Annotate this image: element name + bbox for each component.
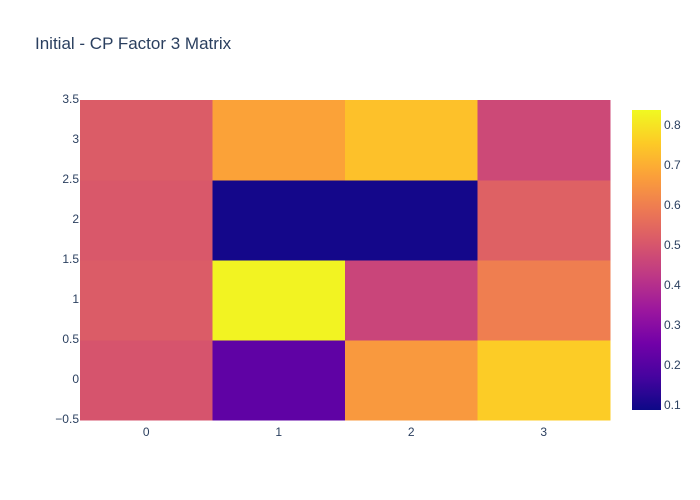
- heatmap-cell-1-2: [345, 260, 478, 341]
- heatmap-cell-3-1: [212, 100, 346, 181]
- y-tick-label: 0: [72, 372, 79, 386]
- y-tick-label: 0.5: [62, 332, 79, 346]
- y-tick-label: 1.5: [62, 252, 79, 266]
- colorbar-ticks: 0.1 0.2 0.3 0.4 0.5 0.6 0.7 0.8: [664, 118, 681, 412]
- heatmap-cell-3-0: [80, 100, 213, 181]
- colorbar-tick-label: 0.6: [664, 198, 681, 212]
- heatmap-cell-3-2: [345, 100, 478, 181]
- heatmap-cell-2-2: [345, 180, 478, 261]
- heatmap-cells: [80, 100, 611, 421]
- y-tick-label: 3: [72, 132, 79, 146]
- colorbar: [632, 110, 661, 410]
- chart-title: Initial - CP Factor 3 Matrix: [35, 34, 232, 53]
- y-tick-label: 2: [72, 212, 79, 226]
- x-tick-label: 2: [408, 425, 415, 439]
- colorbar-tick-label: 0.7: [664, 158, 681, 172]
- heatmap-cell-1-1: [212, 260, 346, 341]
- heatmap-cell-2-0: [80, 180, 213, 261]
- heatmap-cell-0-1: [212, 340, 346, 421]
- x-tick-label: 3: [540, 425, 547, 439]
- y-axis-ticks: −0.5 0 0.5 1 1.5 2 2.5 3 3.5: [55, 92, 79, 426]
- y-tick-label: 2.5: [62, 172, 79, 186]
- heatmap-cell-0-0: [80, 340, 213, 421]
- heatmap-cell-2-3: [477, 180, 611, 261]
- heatmap-cell-1-0: [80, 260, 213, 341]
- x-tick-label: 1: [275, 425, 282, 439]
- colorbar-tick-label: 0.8: [664, 118, 681, 132]
- heatmap-cell-1-3: [477, 260, 611, 341]
- colorbar-tick-label: 0.4: [664, 278, 681, 292]
- heatmap-cell-2-1: [212, 180, 346, 261]
- y-tick-label: 1: [72, 292, 79, 306]
- heatmap-cell-3-3: [477, 100, 611, 181]
- x-axis-ticks: 0 1 2 3: [143, 425, 548, 439]
- colorbar-tick-label: 0.3: [664, 318, 681, 332]
- heatmap-cell-0-3: [477, 340, 611, 421]
- colorbar-tick-label: 0.5: [664, 238, 681, 252]
- colorbar-tick-label: 0.2: [664, 358, 681, 372]
- x-tick-label: 0: [143, 425, 150, 439]
- colorbar-tick-label: 0.1: [664, 398, 681, 412]
- y-tick-label: 3.5: [62, 92, 79, 106]
- heatmap-cell-0-2: [345, 340, 478, 421]
- y-tick-label: −0.5: [55, 412, 79, 426]
